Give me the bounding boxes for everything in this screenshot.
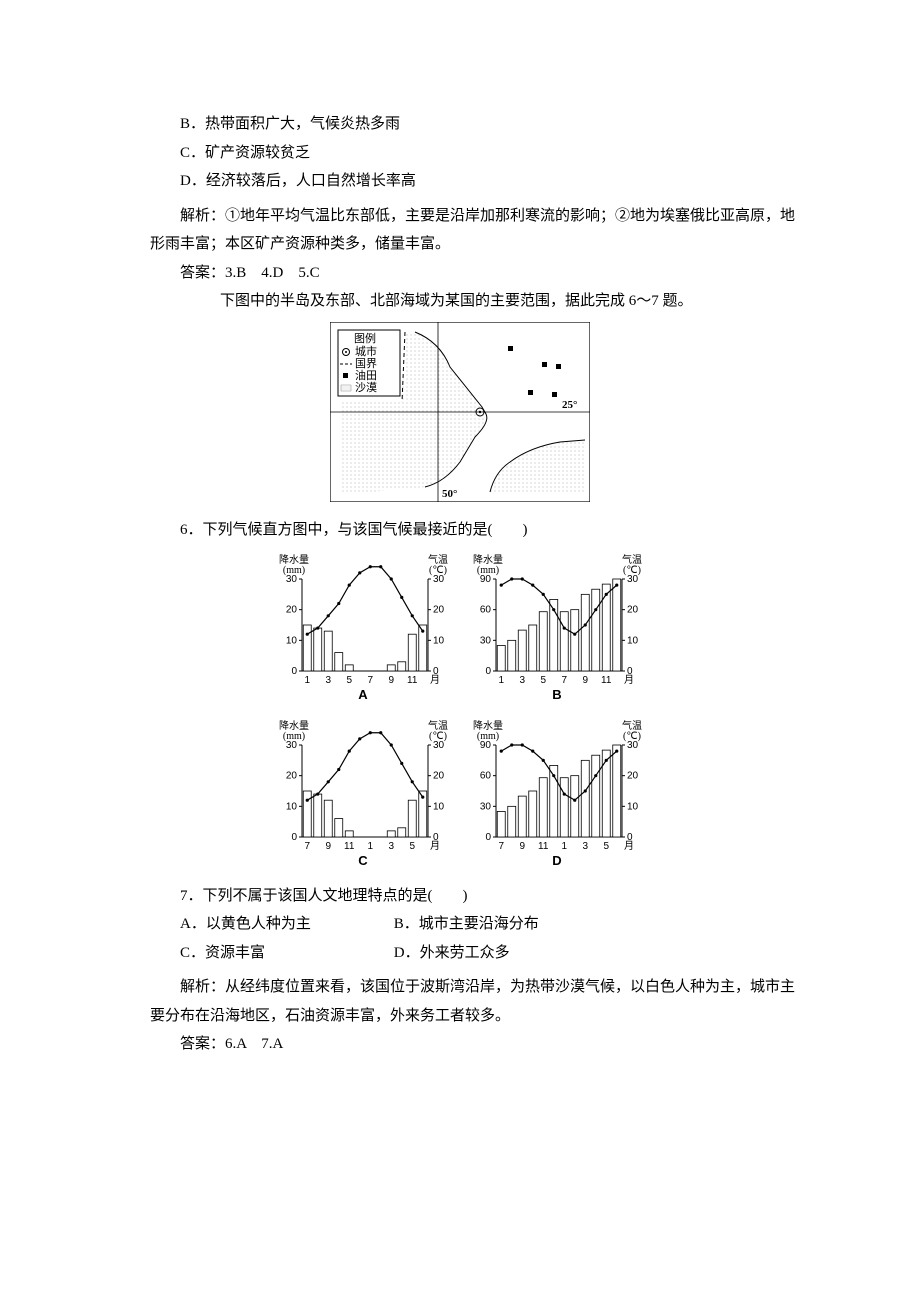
option-d: D．经济较落后，人口自然增长率高 (110, 167, 810, 196)
q7-opt-c: C．资源丰富 (180, 939, 390, 968)
svg-text:10: 10 (627, 635, 639, 646)
svg-text:9: 9 (519, 841, 525, 852)
svg-text:10: 10 (433, 801, 445, 812)
climate-chart-b: 03060900102030降水量(mm)气温(℃)1357911月B (462, 551, 652, 701)
svg-text:A: A (358, 687, 368, 701)
svg-text:20: 20 (286, 771, 298, 782)
svg-text:月: 月 (430, 674, 440, 686)
svg-text:0: 0 (292, 832, 298, 843)
svg-text:11: 11 (601, 675, 612, 686)
q7-options-row2: C．资源丰富 D．外来劳工众多 (110, 939, 810, 968)
svg-text:20: 20 (627, 604, 639, 615)
q7-options-row1: A．以黄色人种为主 B．城市主要沿海分布 (110, 910, 810, 939)
svg-text:(mm): (mm) (283, 731, 305, 742)
svg-text:7: 7 (305, 841, 311, 852)
svg-text:11: 11 (538, 841, 549, 852)
answers-1: 答案：3.B 4.D 5.C (110, 259, 810, 288)
q7-opt-d: D．外来劳工众多 (394, 939, 604, 968)
legend-city: 城市 (355, 344, 377, 358)
svg-text:10: 10 (286, 801, 298, 812)
svg-text:30: 30 (480, 801, 492, 812)
svg-text:0: 0 (485, 666, 491, 677)
svg-text:B: B (552, 687, 561, 701)
svg-text:60: 60 (480, 604, 492, 615)
svg-text:0: 0 (292, 666, 298, 677)
svg-text:3: 3 (389, 841, 395, 852)
question-6: 6．下列气候直方图中，与该国气候最接近的是( ) (110, 516, 810, 545)
svg-text:(℃): (℃) (429, 565, 447, 576)
svg-text:20: 20 (433, 604, 445, 615)
svg-text:10: 10 (433, 635, 445, 646)
svg-text:月: 月 (430, 840, 440, 852)
svg-text:3: 3 (326, 675, 332, 686)
map-figure: 图例 城市 国界 油田 沙漠 (110, 322, 810, 513)
option-c: C．矿产资源较贫乏 (110, 139, 810, 168)
svg-text:1: 1 (368, 841, 374, 852)
answers-2: 答案：6.A 7.A (110, 1030, 810, 1059)
q7-opt-b: B．城市主要沿海分布 (394, 910, 604, 939)
svg-text:月: 月 (624, 840, 634, 852)
svg-text:20: 20 (286, 604, 298, 615)
svg-text:(℃): (℃) (623, 731, 641, 742)
svg-text:0: 0 (485, 832, 491, 843)
svg-text:20: 20 (433, 771, 445, 782)
svg-text:1: 1 (561, 841, 567, 852)
svg-text:(mm): (mm) (477, 731, 499, 742)
charts-row-2: 01020300102030降水量(mm)气温(℃)7911135月C 0306… (110, 717, 810, 878)
q7-opt-a: A．以黄色人种为主 (180, 910, 390, 939)
svg-text:11: 11 (407, 675, 418, 686)
explanation-1: 解析：①地年平均气温比东部低，主要是沿岸加那利寒流的影响；②地为埃塞俄比亚高原，… (110, 202, 810, 259)
svg-text:7: 7 (368, 675, 374, 686)
question-7: 7．下列不属于该国人文地理特点的是( ) (110, 882, 810, 911)
svg-text:D: D (552, 853, 561, 867)
svg-text:5: 5 (540, 675, 546, 686)
lat-25: 25° (562, 399, 577, 411)
svg-text:3: 3 (519, 675, 525, 686)
intro-67: 下图中的半岛及东部、北部海域为某国的主要范围，据此完成 6～7 题。 (110, 287, 810, 316)
legend-oil: 油田 (355, 368, 377, 382)
svg-text:1: 1 (498, 675, 504, 686)
climate-chart-c: 01020300102030降水量(mm)气温(℃)7911135月C (268, 717, 458, 867)
option-b: B．热带面积广大，气候炎热多雨 (110, 110, 810, 139)
svg-text:(℃): (℃) (623, 565, 641, 576)
svg-text:3: 3 (582, 841, 588, 852)
climate-chart-a: 01020300102030降水量(mm)气温(℃)1357911月A (268, 551, 458, 701)
svg-text:7: 7 (561, 675, 567, 686)
climate-chart-d: 03060900102030降水量(mm)气温(℃)7911135月D (462, 717, 652, 867)
lon-50: 50° (442, 488, 457, 500)
svg-text:60: 60 (480, 771, 492, 782)
svg-text:月: 月 (624, 674, 634, 686)
explanation-2: 解析：从经纬度位置来看，该国位于波斯湾沿岸，为热带沙漠气候，以白色人种为主，城市… (110, 973, 810, 1030)
legend-title: 图例 (354, 331, 376, 345)
legend-desert: 沙漠 (355, 381, 377, 394)
svg-text:(mm): (mm) (477, 565, 499, 576)
svg-text:1: 1 (305, 675, 311, 686)
svg-text:C: C (358, 853, 368, 867)
charts-row-1: 01020300102030降水量(mm)气温(℃)1357911月A 0306… (110, 551, 810, 712)
svg-text:9: 9 (326, 841, 332, 852)
svg-text:7: 7 (498, 841, 504, 852)
svg-text:30: 30 (480, 635, 492, 646)
svg-text:5: 5 (603, 841, 609, 852)
svg-text:9: 9 (389, 675, 395, 686)
svg-text:10: 10 (286, 635, 298, 646)
svg-text:(mm): (mm) (283, 565, 305, 576)
svg-text:9: 9 (582, 675, 588, 686)
svg-text:10: 10 (627, 801, 639, 812)
svg-text:20: 20 (627, 771, 639, 782)
svg-text:11: 11 (344, 841, 355, 852)
page: B．热带面积广大，气候炎热多雨 C．矿产资源较贫乏 D．经济较落后，人口自然增长… (0, 0, 920, 1302)
svg-text:(℃): (℃) (429, 731, 447, 742)
svg-text:5: 5 (410, 841, 416, 852)
svg-text:5: 5 (347, 675, 353, 686)
legend-border: 国界 (355, 357, 377, 370)
